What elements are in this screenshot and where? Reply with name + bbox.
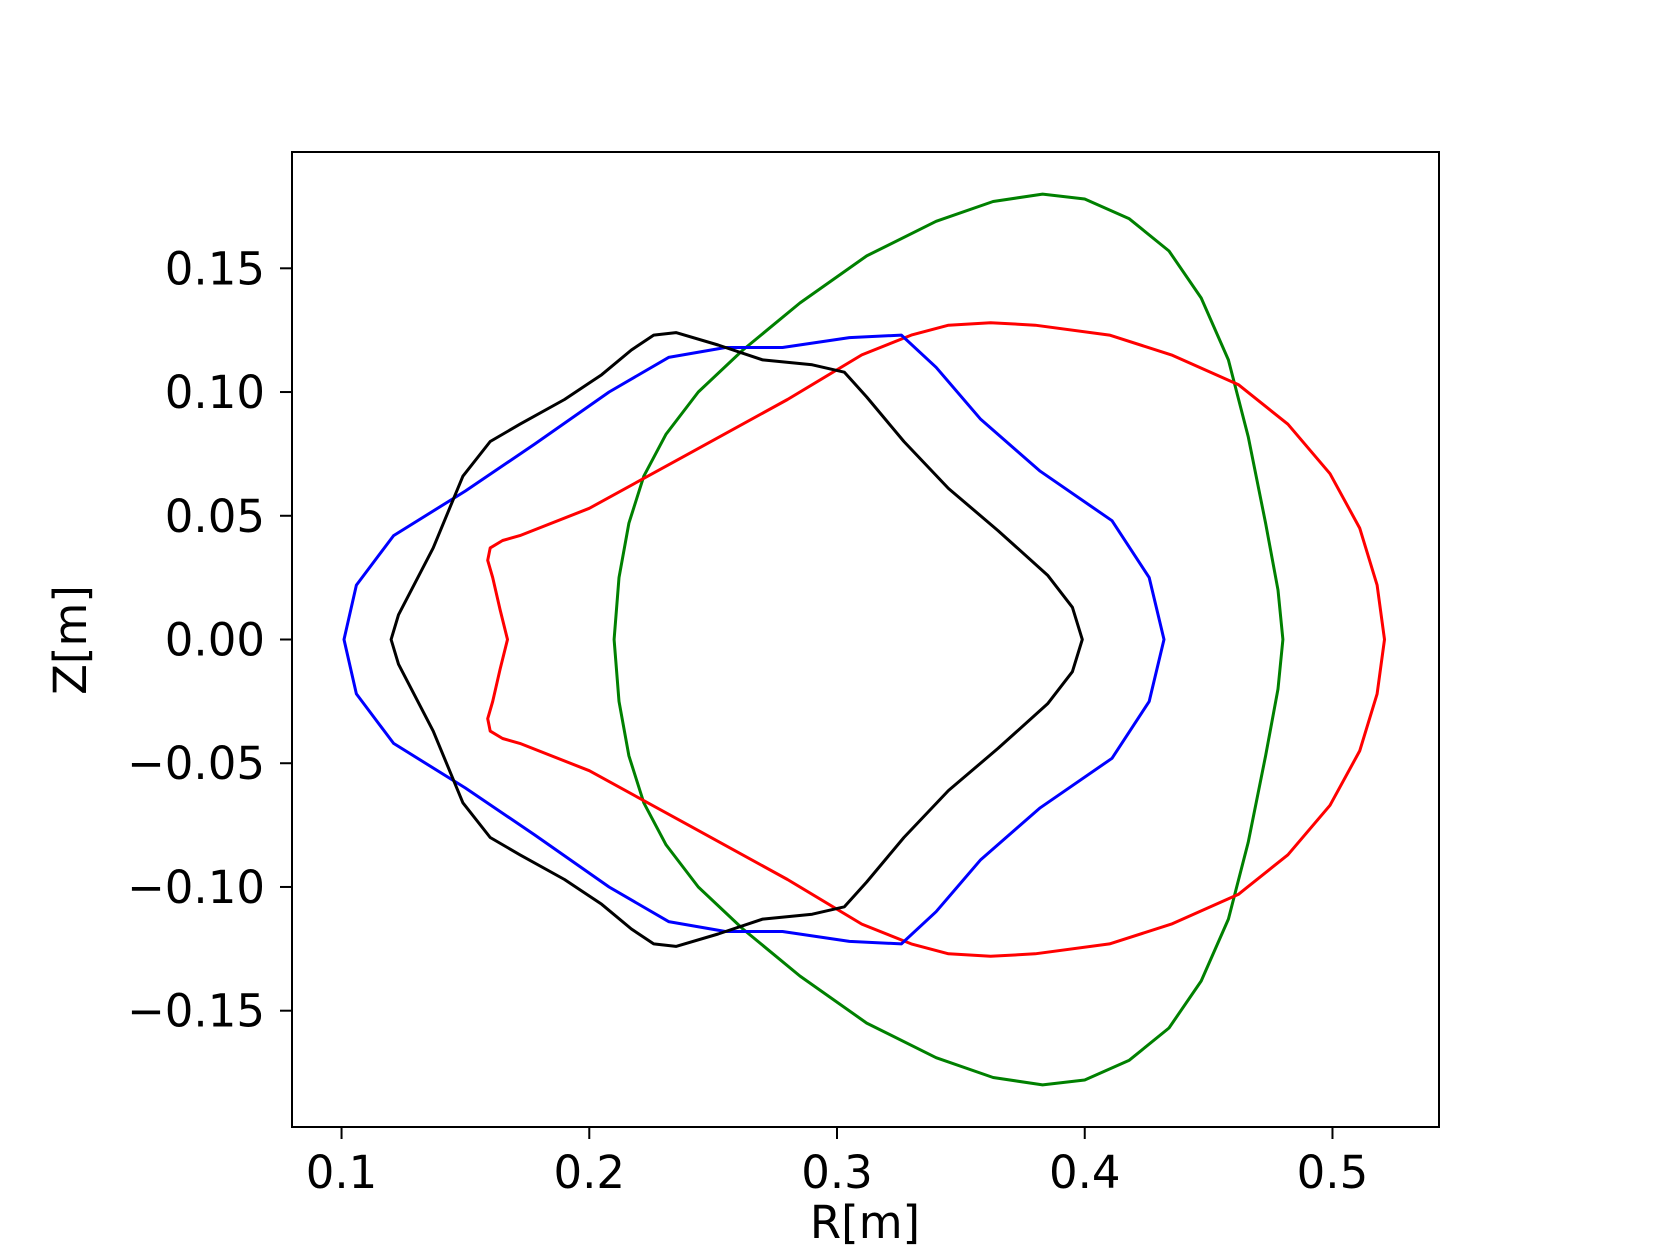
x-axis-ticks: 0.1 0.2 0.3 0.4 0.5	[306, 1127, 1369, 1199]
series-layer	[342, 192, 1386, 1087]
y-tick-label: 0.15	[165, 242, 265, 295]
x-tick-label: 0.4	[1049, 1146, 1121, 1199]
y-tick-label: −0.10	[127, 861, 265, 914]
x-tick-label: 0.3	[801, 1146, 873, 1199]
y-tick-label: 0.05	[165, 490, 265, 543]
x-tick-label: 0.1	[306, 1146, 378, 1199]
series-line-4	[389, 331, 1084, 948]
series-line-2	[486, 321, 1386, 958]
x-tick-label: 0.2	[553, 1146, 625, 1199]
series-line-3	[342, 333, 1166, 946]
y-tick-label: −0.05	[127, 737, 265, 790]
x-axis-label: R[m]	[810, 1196, 920, 1249]
y-axis-label: Z[m]	[44, 585, 97, 695]
series-line-1	[612, 192, 1285, 1087]
x-tick-label: 0.5	[1297, 1146, 1369, 1199]
y-tick-label: −0.15	[127, 985, 265, 1038]
y-tick-label: 0.10	[165, 366, 265, 419]
y-tick-label: 0.00	[165, 614, 265, 667]
y-axis-ticks: 0.15 0.10 0.05 0.00 −0.05 −0.10 −0.15	[127, 242, 292, 1038]
